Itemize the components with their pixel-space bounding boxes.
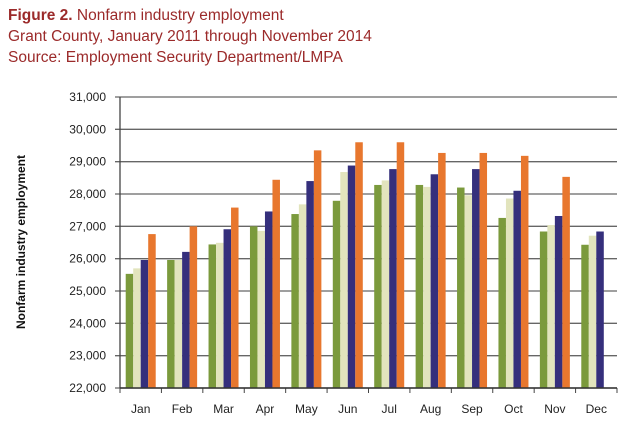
bar [189,226,198,388]
bar [588,235,597,388]
bar [464,195,473,388]
bar [581,244,589,388]
bar [562,176,570,388]
bar [264,211,273,388]
bar [513,190,521,388]
y-tick-label: 31,000 [69,90,106,104]
bar [223,229,232,388]
bar [291,214,299,388]
figure-source: Source: Employment Security Department/L… [8,49,343,66]
x-tick-label: Feb [172,402,193,416]
bar [415,184,424,388]
y-tick-label: 23,000 [69,349,106,363]
figure-title: Figure 2. Nonfarm industry employment [8,5,284,26]
bar [347,165,356,388]
bar [216,242,224,388]
x-tick-label: Jan [131,402,150,416]
bar [457,187,465,388]
bar [340,172,348,388]
bar [498,217,506,388]
bar [272,179,280,388]
bar [554,215,563,388]
bar [472,169,480,388]
bar [249,226,258,388]
title-text: Nonfarm industry employment [76,7,284,24]
bar [539,231,548,388]
y-tick-label: 25,000 [69,284,106,298]
y-tick-label: 24,000 [69,316,106,330]
bar [298,204,307,388]
figure-label: Figure 2. [8,7,73,24]
bar [167,259,175,388]
x-tick-label: Jun [338,402,357,416]
x-tick-label: May [295,402,318,416]
bar [133,268,141,388]
x-tick-label: Sep [461,402,483,416]
x-tick-label: Nov [544,402,565,416]
bar [389,169,397,388]
bar [547,225,555,388]
y-tick-label: 22,000 [69,381,106,395]
bar [430,174,439,388]
bar [306,181,314,388]
x-tick-label: Mar [213,402,234,416]
bar [596,231,604,388]
bar [438,152,446,388]
bar [208,244,217,388]
bar [423,186,431,388]
bar [374,184,382,388]
bar [148,234,156,388]
x-tick-label: Aug [420,402,441,416]
bar [355,142,363,388]
bar [140,259,149,388]
bar [479,152,488,388]
y-tick-label: 27,000 [69,219,106,233]
y-axis-label: Nonfarm industry employment [14,155,28,329]
bar [231,207,239,388]
y-tick-label: 30,000 [69,122,106,136]
x-tick-label: Dec [586,402,607,416]
y-tick-label: 29,000 [69,155,106,169]
bar [396,142,405,388]
x-tick-label: Apr [256,402,275,416]
bar [174,259,183,388]
x-tick-label: Oct [504,402,523,416]
bar [520,155,529,388]
y-tick-label: 28,000 [69,187,106,201]
bar [381,180,390,388]
bar [257,230,265,388]
figure-subtitle: Grant County, January 2011 through Novem… [8,28,372,45]
bar [332,200,341,388]
bar [182,251,190,388]
bar [505,198,514,388]
x-tick-label: Jul [382,402,397,416]
y-tick-label: 26,000 [69,252,106,266]
bar [125,273,134,388]
bar [313,150,322,388]
